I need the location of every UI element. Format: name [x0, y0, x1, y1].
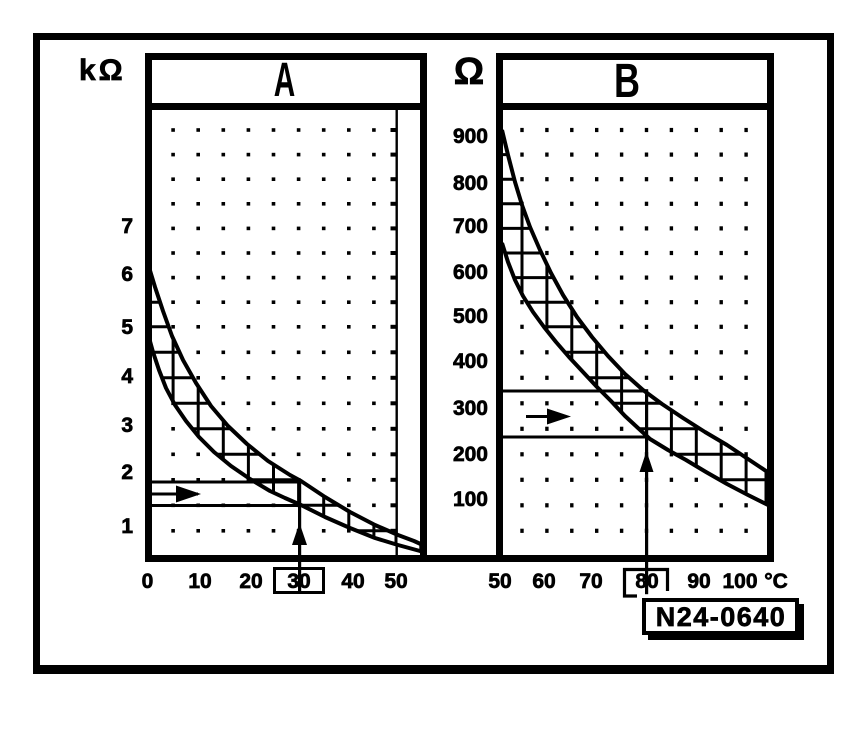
svg-text:°C: °C — [764, 570, 788, 593]
svg-text:80: 80 — [635, 570, 658, 593]
svg-text:800: 800 — [453, 172, 488, 195]
svg-text:6: 6 — [121, 263, 133, 286]
svg-text:200: 200 — [453, 443, 488, 466]
svg-text:60: 60 — [532, 570, 555, 593]
svg-text:50: 50 — [488, 570, 511, 593]
svg-text:B: B — [614, 54, 640, 107]
svg-text:Ω: Ω — [454, 51, 484, 93]
svg-text:10: 10 — [188, 570, 211, 593]
svg-text:90: 90 — [687, 570, 710, 593]
svg-text:40: 40 — [341, 570, 364, 593]
svg-text:30: 30 — [287, 570, 310, 593]
svg-text:kΩ: kΩ — [79, 54, 126, 87]
svg-text:5: 5 — [121, 316, 133, 339]
svg-text:600: 600 — [453, 261, 488, 284]
svg-text:900: 900 — [453, 125, 488, 148]
svg-text:700: 700 — [453, 215, 488, 238]
svg-text:100: 100 — [722, 570, 757, 593]
svg-text:A: A — [274, 54, 295, 107]
svg-text:3: 3 — [121, 414, 133, 437]
svg-text:1: 1 — [121, 515, 133, 538]
svg-text:400: 400 — [453, 350, 488, 373]
svg-text:7: 7 — [121, 215, 133, 238]
svg-text:100: 100 — [453, 488, 488, 511]
svg-text:4: 4 — [121, 365, 133, 388]
svg-text:50: 50 — [384, 570, 407, 593]
svg-text:20: 20 — [239, 570, 262, 593]
svg-text:70: 70 — [579, 570, 602, 593]
svg-text:2: 2 — [121, 461, 133, 484]
svg-text:N24-0640: N24-0640 — [656, 602, 787, 632]
svg-text:0: 0 — [142, 570, 154, 593]
svg-text:300: 300 — [453, 397, 488, 420]
svg-text:500: 500 — [453, 305, 488, 328]
